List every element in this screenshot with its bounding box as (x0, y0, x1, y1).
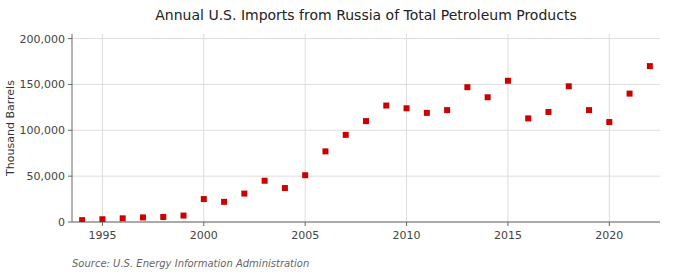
point (525, 115, 531, 121)
tick-label: 0 (58, 216, 65, 229)
tick-label: 150,000 (20, 78, 66, 91)
grid-line (305, 34, 306, 222)
annotation: Source: U.S. Energy Information Administ… (72, 258, 309, 269)
x-axis-line (72, 222, 660, 223)
tick-label: 2010 (393, 229, 421, 242)
tick-label: 50,000 (27, 170, 66, 183)
tick (305, 222, 306, 226)
tick (507, 222, 508, 226)
tick-label: 2000 (190, 229, 218, 242)
point (485, 94, 491, 100)
point (424, 110, 430, 116)
tick (203, 222, 204, 226)
point (545, 109, 551, 115)
axes: 0 50,000 100,000 150,000 200,000 1995 2000 2005… (20, 33, 661, 242)
point (221, 199, 227, 205)
point (647, 63, 653, 69)
tick (68, 84, 72, 85)
grid-line (507, 34, 508, 222)
point (404, 105, 410, 111)
tick-label: 200,000 (20, 33, 66, 46)
point (99, 216, 105, 222)
tick (609, 222, 610, 226)
tick (68, 130, 72, 131)
tick (68, 38, 72, 39)
point (627, 91, 633, 97)
grid-line (72, 84, 660, 85)
tick-label: 1995 (88, 229, 116, 242)
tick (68, 176, 72, 177)
point (566, 83, 572, 89)
point (181, 213, 187, 219)
point (464, 84, 470, 90)
point (444, 107, 450, 113)
point (322, 148, 328, 154)
points (79, 63, 653, 222)
grid-line (406, 34, 407, 222)
point (302, 172, 308, 178)
tick (102, 222, 103, 226)
title: Annual U.S. Imports from Russia of Total… (155, 7, 576, 23)
point (505, 78, 511, 84)
grid-line (72, 130, 660, 131)
tick-label: 2005 (291, 229, 319, 242)
grid-line (72, 38, 660, 39)
point (262, 178, 268, 184)
point (586, 107, 592, 113)
grid (72, 34, 660, 222)
tick (406, 222, 407, 226)
point (383, 103, 389, 109)
point (201, 196, 207, 202)
grid-line (72, 222, 660, 223)
point (363, 118, 369, 124)
point (79, 217, 85, 222)
point (606, 119, 612, 125)
chart: Annual U.S. Imports from Russia of Total… (0, 0, 675, 275)
grid-line (609, 34, 610, 222)
grid-line (203, 34, 204, 222)
tick (68, 222, 72, 223)
point (140, 214, 146, 220)
tick-label: 2020 (595, 229, 623, 242)
point (120, 215, 126, 221)
tick-label: 2015 (494, 229, 522, 242)
point (343, 132, 349, 138)
y-axis-line (72, 34, 73, 222)
tick-label: 100,000 (20, 124, 66, 137)
point (282, 185, 288, 191)
point (241, 191, 247, 197)
y-axis-label: Thousand Barrels (4, 80, 17, 177)
grid-line (72, 176, 660, 177)
point (160, 214, 166, 220)
grid-line (102, 34, 103, 222)
